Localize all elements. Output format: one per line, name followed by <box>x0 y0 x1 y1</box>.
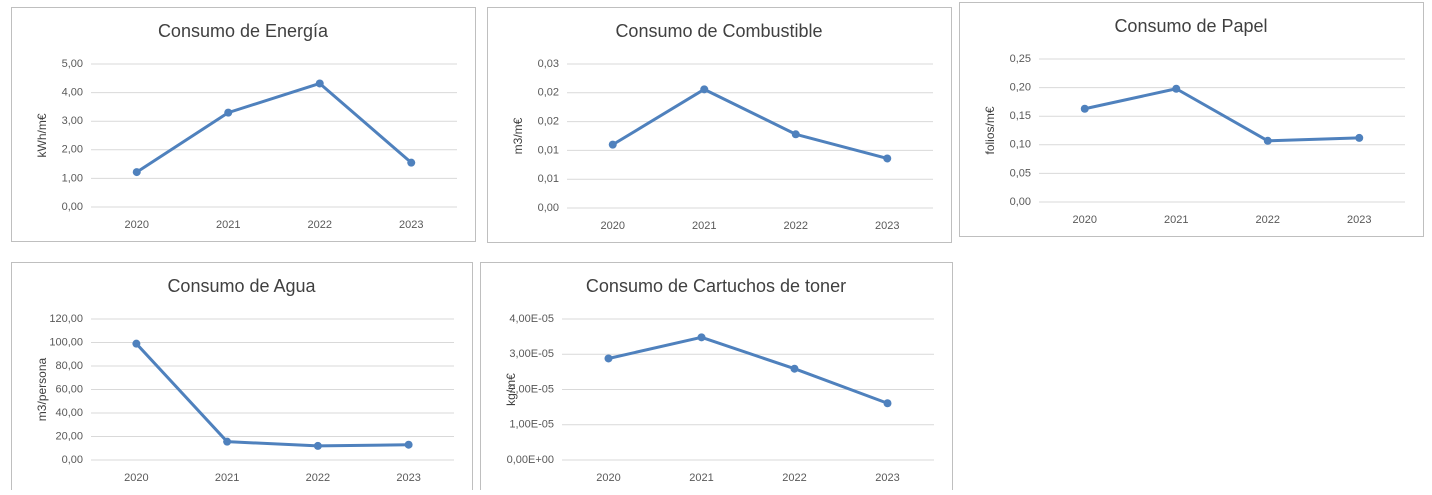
chart-frame <box>11 262 473 495</box>
y-tick-label: 120,00 <box>49 313 83 325</box>
chart-frame <box>487 7 952 243</box>
y-tick-label: 100,00 <box>49 336 83 348</box>
y-axis-label: m3/persona <box>35 357 49 421</box>
y-tick-label: 0,00 <box>62 454 83 466</box>
x-tick-label: 2020 <box>596 472 620 484</box>
marker <box>404 440 413 449</box>
y-tick-label: 0,02 <box>538 87 559 99</box>
x-tick-label: 2022 <box>1256 214 1280 226</box>
y-tick-label: 1,00 <box>62 172 83 184</box>
chart-title: Consumo de Agua <box>167 276 316 296</box>
x-tick-label: 2020 <box>125 219 149 231</box>
x-tick-label: 2022 <box>784 220 808 232</box>
x-tick-label: 2021 <box>1164 214 1188 226</box>
x-tick-label: 2021 <box>692 220 716 232</box>
marker <box>223 437 232 446</box>
line <box>135 342 409 448</box>
x-tick-label: 2022 <box>306 472 330 484</box>
x-tick-label: 2021 <box>216 219 240 231</box>
y-tick-label: 0,15 <box>1010 110 1031 122</box>
x-tick-label: 2021 <box>689 472 713 484</box>
y-axis-label: kg/m€ <box>504 373 518 406</box>
y-tick-label: 0,03 <box>538 58 559 70</box>
chart-title: Consumo de Combustible <box>615 21 822 41</box>
chart-title: Consumo de Papel <box>1114 16 1267 36</box>
x-tick-label: 2020 <box>1073 214 1097 226</box>
chart: Consumo de Combustible m3/m€ 0,00 0,01 0,01 0… <box>487 7 952 243</box>
y-tick-label: 3,00E-05 <box>509 348 554 360</box>
y-axis-label: folios/m€ <box>983 106 997 154</box>
marker <box>1263 136 1272 145</box>
marker <box>315 79 324 88</box>
marker <box>883 154 892 163</box>
chart: Consumo de Agua m3/persona 0,00 20,00 40,00 6… <box>11 262 473 495</box>
chart-title: Consumo de Cartuchos de toner <box>586 276 846 296</box>
marker <box>883 399 892 408</box>
y-tick-label: 0,00E+00 <box>507 454 554 466</box>
x-tick-label: 2021 <box>215 472 239 484</box>
y-tick-label: 3,00 <box>62 115 83 127</box>
y-tick-label: 0,10 <box>1010 139 1031 151</box>
y-axis-label: m3/m€ <box>511 117 525 154</box>
y-tick-label: 0,05 <box>1010 167 1031 179</box>
x-tick-label: 2023 <box>399 219 423 231</box>
y-tick-label: 20,00 <box>55 430 83 442</box>
marker <box>132 168 141 177</box>
y-tick-label: 0,00 <box>1010 196 1031 208</box>
marker <box>1355 133 1364 142</box>
marker <box>224 108 233 117</box>
x-tick-label: 2022 <box>782 472 806 484</box>
y-tick-label: 0,20 <box>1010 82 1031 94</box>
y-tick-label: 60,00 <box>55 383 83 395</box>
marker <box>132 339 141 348</box>
x-tick-label: 2022 <box>308 219 332 231</box>
marker <box>1080 104 1089 113</box>
y-tick-label: 1,00E-05 <box>509 419 554 431</box>
chart: Consumo de Cartuchos de toner kg/m€ 0,00E+… <box>480 262 953 495</box>
y-tick-label: 0,01 <box>538 144 559 156</box>
y-tick-label: 0,00 <box>62 201 83 213</box>
y-tick-label: 40,00 <box>55 407 83 419</box>
marker <box>697 333 706 342</box>
y-tick-label: 2,00 <box>62 144 83 156</box>
marker <box>313 441 322 450</box>
chart-title: Consumo de Energía <box>158 21 329 41</box>
y-tick-label: 0,01 <box>538 173 559 185</box>
marker <box>790 364 799 373</box>
x-tick-label: 2023 <box>875 472 899 484</box>
x-tick-label: 2020 <box>124 472 148 484</box>
line <box>1084 87 1360 143</box>
marker <box>791 130 800 139</box>
line <box>608 335 889 405</box>
y-axis-label: kWh/m€ <box>35 113 49 157</box>
y-tick-label: 2,00E-05 <box>509 383 554 395</box>
marker <box>700 85 709 94</box>
y-tick-label: 5,00 <box>62 58 83 70</box>
y-tick-label: 4,00E-05 <box>509 313 554 325</box>
x-tick-label: 2020 <box>601 220 625 232</box>
marker <box>608 140 617 149</box>
y-tick-label: 0,02 <box>538 116 559 128</box>
marker <box>1172 84 1181 93</box>
y-tick-label: 80,00 <box>55 360 83 372</box>
chart-frame <box>959 2 1424 237</box>
y-tick-label: 0,25 <box>1010 53 1031 65</box>
x-tick-label: 2023 <box>396 472 420 484</box>
x-tick-label: 2023 <box>875 220 899 232</box>
chart: Consumo de Energía kWh/m€ 0,00 1,00 2,00 3,00… <box>11 7 476 242</box>
y-tick-label: 0,00 <box>538 202 559 214</box>
marker <box>604 354 613 363</box>
y-tick-label: 4,00 <box>62 87 83 99</box>
line <box>135 81 413 174</box>
chart-frame <box>11 7 476 242</box>
line <box>611 87 888 160</box>
chart: Consumo de Papel folios/m€ 0,00 0,05 0,10 0,1… <box>959 2 1424 237</box>
marker <box>407 158 416 167</box>
x-tick-label: 2023 <box>1347 214 1371 226</box>
